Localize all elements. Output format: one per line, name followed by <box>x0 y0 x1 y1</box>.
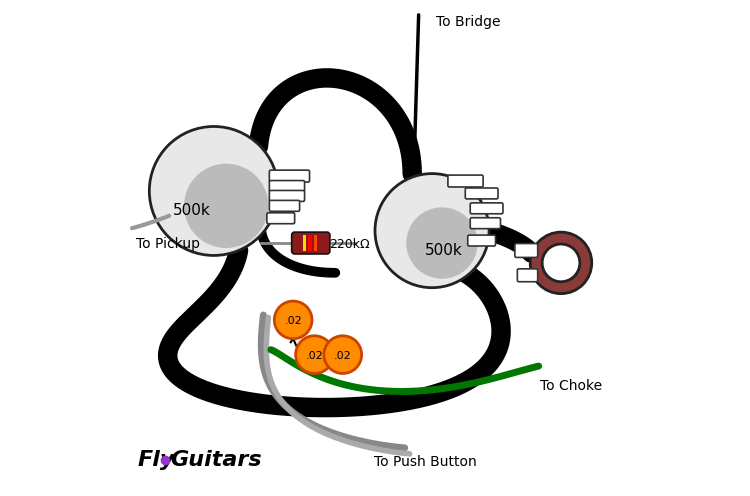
Text: .02: .02 <box>305 351 323 361</box>
Circle shape <box>406 207 478 279</box>
Circle shape <box>375 174 489 288</box>
FancyBboxPatch shape <box>269 190 304 201</box>
Text: Guitars: Guitars <box>170 450 262 470</box>
FancyBboxPatch shape <box>468 235 496 246</box>
Bar <box>314 235 317 251</box>
Bar <box>308 235 312 251</box>
Bar <box>303 235 306 251</box>
FancyBboxPatch shape <box>267 213 295 224</box>
Text: To Bridge: To Bridge <box>436 15 500 29</box>
FancyBboxPatch shape <box>269 200 299 211</box>
Circle shape <box>184 164 268 248</box>
FancyBboxPatch shape <box>514 244 538 257</box>
Circle shape <box>530 232 592 294</box>
FancyBboxPatch shape <box>269 181 304 191</box>
Circle shape <box>296 336 333 373</box>
Circle shape <box>149 126 278 255</box>
Text: .02: .02 <box>284 316 302 326</box>
Text: .02: .02 <box>334 351 352 361</box>
FancyBboxPatch shape <box>292 232 330 254</box>
FancyBboxPatch shape <box>470 218 500 229</box>
FancyBboxPatch shape <box>448 175 483 187</box>
FancyBboxPatch shape <box>465 188 498 199</box>
Text: To Pickup: To Pickup <box>136 237 200 251</box>
Text: 500k: 500k <box>172 203 210 218</box>
Circle shape <box>274 301 312 339</box>
Circle shape <box>324 336 362 373</box>
FancyBboxPatch shape <box>470 203 503 214</box>
FancyBboxPatch shape <box>269 170 310 182</box>
Text: 220kΩ: 220kΩ <box>329 238 370 250</box>
Text: To Choke: To Choke <box>540 379 602 393</box>
Circle shape <box>542 244 580 282</box>
Text: To Push Button: To Push Button <box>374 455 477 469</box>
FancyBboxPatch shape <box>518 269 538 282</box>
Text: 500k: 500k <box>424 243 462 258</box>
Text: Fly: Fly <box>138 450 176 470</box>
